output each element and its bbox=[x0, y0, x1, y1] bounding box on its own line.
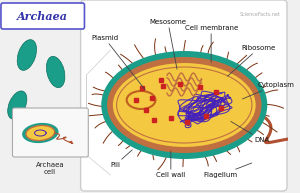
Text: Plasmid: Plasmid bbox=[91, 35, 145, 90]
Ellipse shape bbox=[26, 125, 55, 141]
Ellipse shape bbox=[46, 56, 65, 88]
Ellipse shape bbox=[107, 57, 262, 153]
Ellipse shape bbox=[117, 67, 252, 143]
Text: ScienceFacts.net: ScienceFacts.net bbox=[239, 12, 280, 17]
FancyBboxPatch shape bbox=[13, 108, 88, 157]
Ellipse shape bbox=[44, 115, 61, 145]
Ellipse shape bbox=[101, 51, 267, 159]
Text: Ribosome: Ribosome bbox=[228, 45, 276, 76]
Text: Archaea
cell: Archaea cell bbox=[36, 162, 64, 175]
Text: Archaea: Archaea bbox=[17, 12, 68, 23]
Text: Flagellum: Flagellum bbox=[204, 163, 252, 178]
Ellipse shape bbox=[112, 62, 257, 148]
Text: Cytoplasm: Cytoplasm bbox=[242, 82, 294, 99]
Text: Pili: Pili bbox=[110, 150, 132, 168]
Ellipse shape bbox=[17, 40, 37, 70]
Ellipse shape bbox=[8, 91, 27, 119]
Text: DNA: DNA bbox=[231, 121, 270, 143]
FancyBboxPatch shape bbox=[1, 3, 85, 29]
FancyBboxPatch shape bbox=[81, 0, 287, 191]
Text: Cell wall: Cell wall bbox=[156, 151, 185, 178]
Text: Cell membrane: Cell membrane bbox=[184, 25, 238, 62]
Ellipse shape bbox=[22, 123, 58, 143]
Text: Mesosome: Mesosome bbox=[149, 19, 187, 69]
